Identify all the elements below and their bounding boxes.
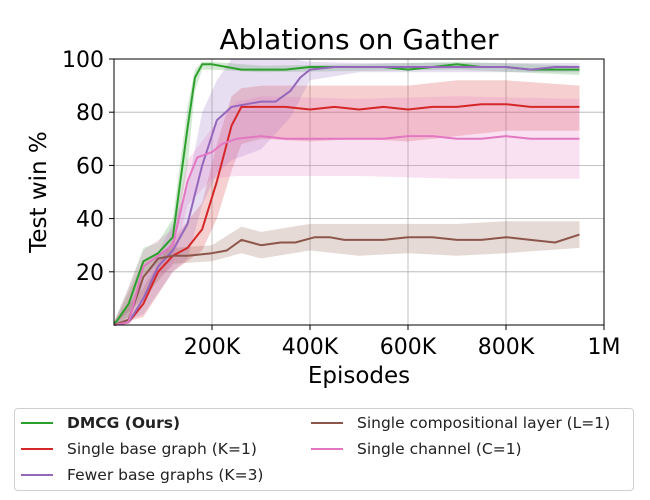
y-tick-label: 60: [76, 154, 104, 179]
x-tick-label: 200K: [184, 335, 241, 360]
legend-item-single-base-graph: Single base graph (K=1): [21, 438, 257, 460]
chart-canvas: Ablations on Gather 20 40 60 80 100 200K 400K 6…: [26, 23, 620, 389]
legend-swatch: [311, 422, 343, 424]
tick-layer: 20 40 60 80 100 200K 400K 600K 800K 1M: [62, 48, 620, 360]
legend-item-single-compositional-layer: Single compositional layer (L=1): [311, 412, 610, 434]
legend-item-dmcg: DMCG (Ours): [21, 412, 180, 434]
y-tick-label: 20: [76, 261, 104, 286]
legend-label: Fewer base graphs (K=3): [67, 466, 264, 484]
x-tick-label: 600K: [380, 335, 437, 360]
legend-swatch: [21, 448, 53, 450]
legend-item-fewer-base-graphs: Fewer base graphs (K=3): [21, 464, 263, 486]
x-tick-label: 1M: [588, 335, 621, 360]
chart-title: Ablations on Gather: [219, 23, 499, 56]
x-tick-label: 800K: [478, 335, 535, 360]
plot-frame: [113, 58, 605, 326]
series-line: [113, 135, 580, 326]
legend-swatch: [21, 474, 53, 476]
confidence-band-layer: [114, 59, 580, 325]
legend-swatch: [21, 422, 53, 424]
legend-label: Single channel (C=1): [357, 440, 522, 458]
confidence-band: [114, 59, 580, 325]
y-tick-label: 80: [76, 101, 104, 126]
legend-label: Single compositional layer (L=1): [357, 414, 611, 432]
series-line: [113, 103, 580, 326]
confidence-band: [114, 96, 580, 325]
x-tick-label: 400K: [282, 335, 339, 360]
legend: DMCG (Ours) Single base graph (K=1) Fewe…: [14, 408, 634, 491]
legend-item-single-channel: Single channel (C=1): [311, 438, 522, 460]
series-line-layer: [113, 63, 580, 326]
legend-label: DMCG (Ours): [67, 414, 181, 432]
y-tick-label: 40: [76, 208, 104, 233]
y-tick-label: 100: [62, 48, 104, 73]
x-axis-label: Episodes: [308, 363, 410, 389]
y-axis-label: Test win %: [26, 131, 52, 254]
series-line: [113, 66, 580, 326]
legend-swatch: [311, 448, 343, 450]
legend-label: Single base graph (K=1): [67, 440, 257, 458]
series-line: [113, 233, 580, 326]
